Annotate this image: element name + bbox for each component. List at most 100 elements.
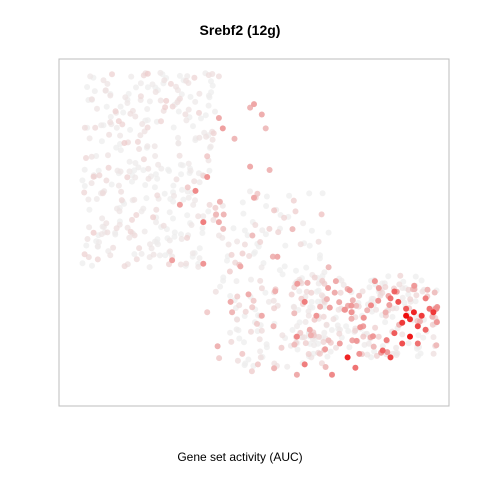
scatter-point	[227, 329, 234, 336]
scatter-point	[328, 327, 335, 333]
scatter-point	[269, 253, 276, 260]
scatter-point	[241, 339, 247, 346]
scatter-point	[81, 166, 88, 173]
scatter-point	[321, 329, 328, 336]
scatter-point	[220, 274, 227, 281]
scatter-point	[205, 102, 212, 109]
scatter-point	[325, 229, 332, 236]
scatter-point	[357, 324, 364, 331]
scatter-point	[419, 288, 426, 295]
scatter-point	[83, 155, 89, 161]
scatter-point	[166, 237, 173, 244]
scatter-point	[401, 299, 408, 306]
scatter-point	[200, 260, 207, 267]
scatter-point	[434, 304, 441, 310]
scatter-point	[329, 371, 335, 378]
scatter-point	[226, 268, 233, 275]
scatter-point	[403, 312, 410, 319]
scatter-point	[356, 292, 363, 299]
scatter-point	[87, 73, 94, 80]
scatter-point	[184, 234, 191, 241]
scatter-point	[248, 276, 254, 283]
x-axis-label: Gene set activity (AUC)	[177, 450, 303, 464]
scatter-point	[158, 118, 164, 125]
scatter-point	[150, 214, 157, 221]
scatter-point	[170, 215, 176, 222]
scatter-point	[405, 291, 412, 298]
scatter-point	[183, 260, 190, 267]
scatter-point	[83, 242, 90, 249]
scatter-point	[207, 143, 214, 150]
scatter-point	[293, 333, 300, 340]
scatter-point	[185, 194, 192, 201]
scatter-point	[330, 316, 337, 323]
scatter-point	[204, 153, 211, 160]
scatter-point	[118, 188, 125, 195]
scatter-point	[131, 167, 138, 174]
scatter-point	[346, 344, 353, 351]
scatter-point	[79, 177, 86, 184]
scatter-point	[307, 332, 314, 339]
scatter-point	[254, 320, 260, 327]
scatter-point	[240, 210, 247, 217]
scatter-point	[326, 304, 333, 311]
scatter-point	[249, 304, 256, 311]
scatter-point	[271, 207, 278, 214]
scatter-point	[212, 108, 218, 115]
scatter-point	[152, 153, 159, 159]
scatter-point	[289, 226, 296, 233]
scatter-point	[126, 234, 133, 241]
scatter-point	[190, 201, 197, 208]
scatter-point	[429, 313, 436, 320]
scatter-point	[373, 352, 380, 359]
scatter-point	[293, 371, 300, 378]
scatter-point	[251, 101, 257, 108]
scatter-point	[192, 197, 198, 204]
scatter-point	[412, 298, 419, 305]
scatter-point	[216, 232, 222, 239]
scatter-point	[379, 343, 386, 350]
scatter-point	[234, 316, 241, 323]
scatter-point	[318, 292, 325, 299]
scatter-point	[397, 272, 404, 279]
scatter-point	[353, 337, 360, 344]
scatter-point	[430, 309, 437, 316]
scatter-point	[212, 288, 219, 295]
scatter-point	[84, 236, 91, 242]
scatter-point	[147, 241, 153, 248]
scatter-point	[200, 213, 207, 220]
scatter-point	[206, 201, 213, 208]
scatter-point	[169, 257, 176, 264]
scatter-point	[157, 97, 164, 104]
scatter-point	[118, 197, 125, 204]
scatter-point	[196, 134, 203, 141]
scatter-point	[384, 349, 391, 356]
scatter-point	[117, 168, 124, 175]
scatter-point	[94, 256, 101, 263]
scatter-point	[382, 319, 389, 326]
scatter-point	[152, 89, 159, 95]
scatter-point	[230, 225, 237, 232]
scatter-point	[98, 138, 105, 145]
scatter-point	[325, 285, 332, 291]
scatter-point	[137, 80, 144, 87]
scatter-point	[146, 264, 153, 271]
scatter-point	[98, 122, 105, 129]
scatter-point	[105, 152, 111, 159]
scatter-point	[433, 319, 440, 326]
scatter-point	[117, 132, 124, 139]
scatter-point	[176, 95, 183, 102]
scatter-point	[121, 263, 128, 270]
scatter-point	[126, 158, 133, 165]
scatter-point	[88, 96, 95, 103]
scatter-point	[110, 244, 117, 251]
scatter-point	[284, 363, 291, 370]
scatter-point	[368, 302, 374, 309]
scatter-point	[247, 163, 254, 170]
scatter-point	[145, 165, 152, 172]
scatter-point	[389, 313, 396, 320]
scatter-point	[360, 314, 367, 321]
scatter-point	[98, 231, 105, 238]
scatter-point	[295, 307, 302, 313]
